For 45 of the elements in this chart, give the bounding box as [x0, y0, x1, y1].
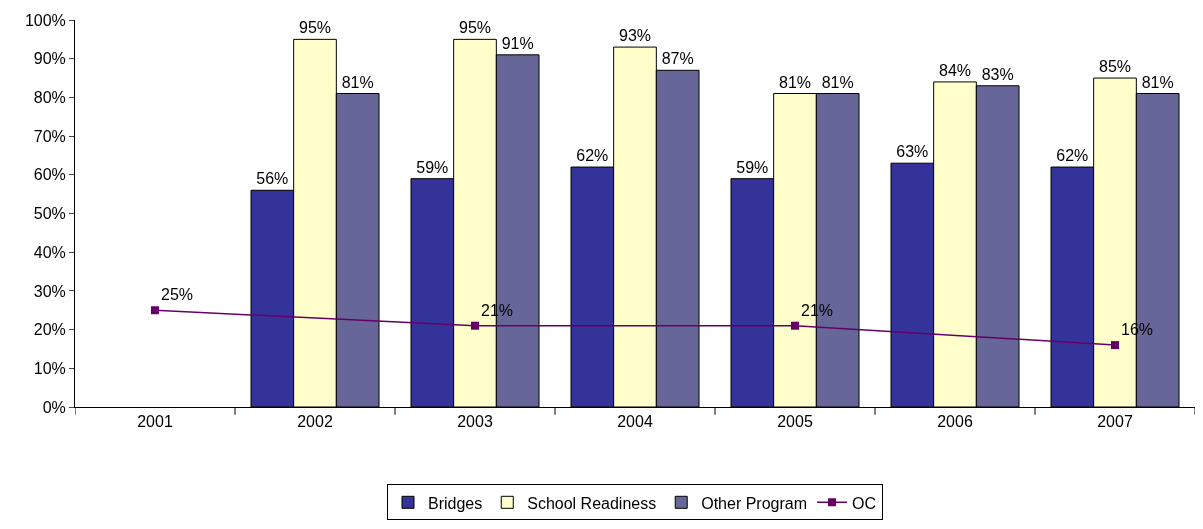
data-label: 85%: [1098, 58, 1132, 76]
data-label: 81%: [821, 73, 854, 91]
data-label: 63%: [896, 143, 929, 161]
y-tick-label: 80%: [33, 89, 66, 106]
y-tick-label: 30%: [33, 282, 66, 300]
x-tick-label: 2001: [137, 413, 173, 431]
data-label: 81%: [341, 73, 374, 91]
data-label: 95%: [298, 19, 332, 37]
x-tick-label: 2003: [457, 413, 493, 431]
legend-label: OC: [852, 494, 877, 512]
point: [1111, 341, 1119, 350]
data-label: 62%: [1056, 147, 1089, 165]
x-tick-label: 2002: [297, 413, 333, 431]
data-label: 62%: [576, 147, 609, 165]
point: [791, 321, 799, 330]
y-tick-label: 40%: [33, 243, 66, 261]
legend-label: School Readiness: [527, 494, 657, 512]
data-label: 87%: [661, 50, 694, 68]
x-tick-label: 2006: [937, 413, 973, 431]
data-label: 25%: [161, 286, 194, 304]
legend-label: Other Program: [701, 494, 808, 512]
y-tick-label: 50%: [33, 205, 66, 223]
data-label: 93%: [618, 27, 652, 45]
y-tick-label: 10%: [33, 359, 66, 377]
y-tick-label: 0%: [42, 398, 66, 416]
data-label: 84%: [938, 61, 972, 79]
data-label: 81%: [778, 73, 812, 91]
y-tick-label: 90%: [33, 50, 66, 68]
x-tick-label: 2005: [777, 413, 813, 431]
point: [151, 306, 159, 315]
data-label: 83%: [981, 65, 1014, 83]
y-tick-label: 60%: [33, 166, 66, 184]
y-tick-label: 100%: [24, 11, 66, 29]
x-tick-label: 2004: [617, 413, 653, 431]
data-label: 59%: [736, 158, 769, 176]
data-label: 81%: [1141, 73, 1174, 91]
y-tick-label: 70%: [33, 127, 66, 145]
point: [471, 321, 479, 330]
data-label: 95%: [458, 19, 492, 37]
legend-label: Bridges: [428, 494, 483, 512]
data-label: 56%: [256, 170, 289, 188]
y-tick-label: 20%: [33, 321, 66, 339]
data-label: 59%: [416, 158, 449, 176]
data-label: 91%: [501, 34, 534, 52]
x-tick-label: 2007: [1097, 413, 1133, 431]
